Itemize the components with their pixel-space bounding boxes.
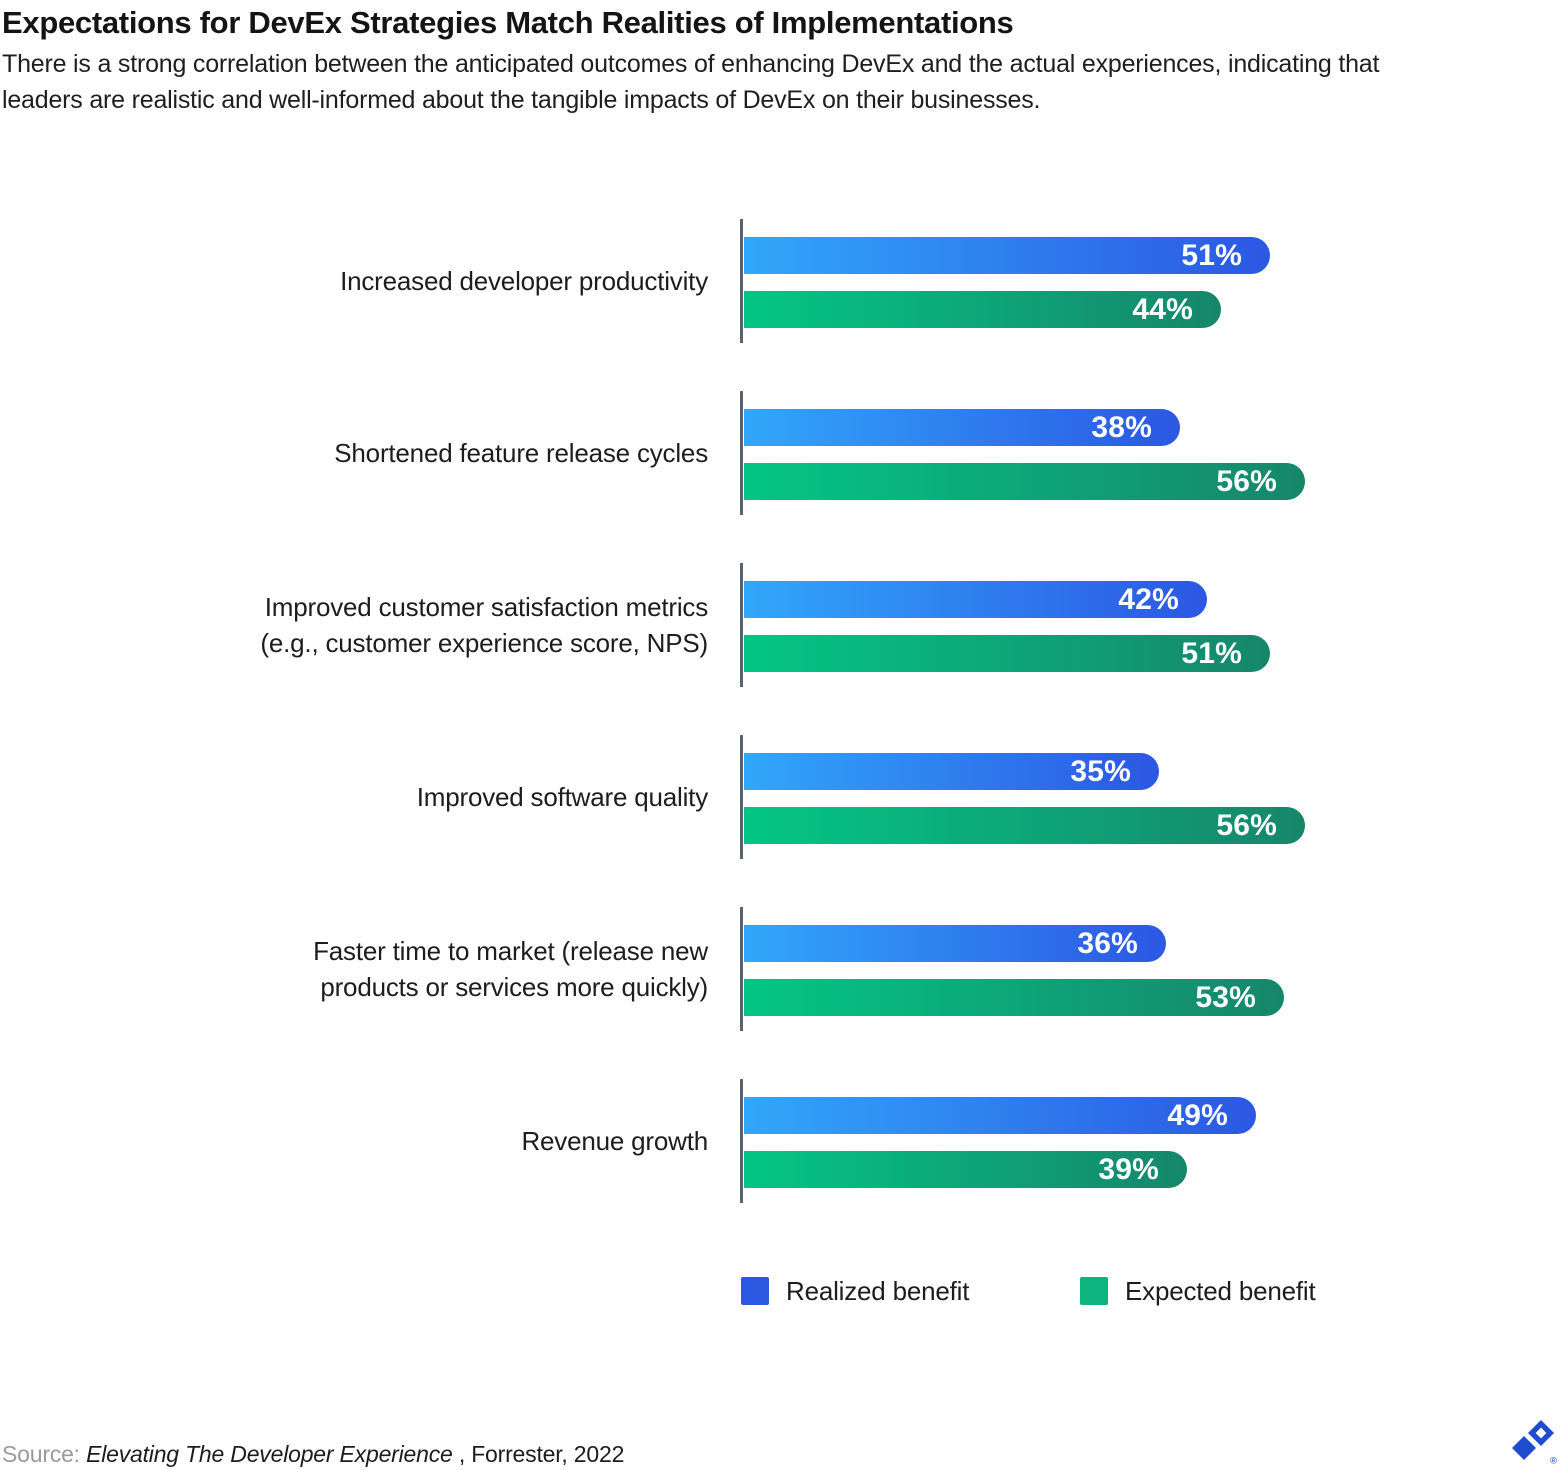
bar-value-label: 51%: [1181, 238, 1242, 272]
bar-group: Revenue growth 49% 39%: [0, 1055, 1560, 1227]
expected-bar: 56%: [744, 807, 1305, 844]
legend-label-expected: Expected benefit: [1125, 1275, 1316, 1306]
source-line: Source: Elevating The Developer Experien…: [2, 1441, 624, 1468]
realized-bar: 42%: [744, 581, 1207, 618]
page-title: Expectations for DevEx Strategies Match …: [2, 5, 1014, 40]
legend-label-realized: Realized benefit: [786, 1275, 970, 1306]
axis-tick-line: [740, 219, 743, 343]
legend-swatch-expected: [1080, 1277, 1108, 1305]
realized-bar: 38%: [744, 409, 1180, 446]
bar-value-label: 44%: [1132, 292, 1193, 326]
bar-group: Increased developer productivity 51% 44%: [0, 195, 1560, 367]
category-label: Revenue growth: [0, 1055, 708, 1227]
legend-item-realized: Realized benefit: [741, 1275, 970, 1306]
bar-value-label: 51%: [1181, 636, 1242, 670]
category-label-line: Revenue growth: [521, 1126, 708, 1156]
axis-tick-line: [740, 907, 743, 1031]
legend-swatch-realized: [741, 1277, 769, 1305]
category-label: Improved software quality: [0, 711, 708, 883]
axis-tick-line: [740, 391, 743, 515]
toptal-mark: [1512, 1420, 1554, 1460]
chart-legend: Realized benefit Expected benefit: [0, 1275, 1560, 1306]
category-label: Increased developer productivity: [0, 195, 708, 367]
category-label-line: Improved software quality: [416, 782, 708, 812]
bar-value-label: 49%: [1167, 1098, 1228, 1132]
bar-value-label: 56%: [1216, 808, 1277, 842]
legend-item-expected: Expected benefit: [1080, 1275, 1316, 1306]
category-label-line: Improved customer satisfaction metrics: [264, 592, 708, 622]
category-label: Shortened feature release cycles: [0, 367, 708, 539]
subtitle-line-2: leaders are realistic and well-informed …: [2, 86, 1041, 114]
axis-tick-line: [740, 563, 743, 687]
category-label-line: products or services more quickly): [320, 972, 708, 1002]
axis-tick-line: [740, 735, 743, 859]
bar-group: Shortened feature release cycles 38% 56%: [0, 367, 1560, 539]
bar-value-label: 35%: [1070, 754, 1131, 788]
bar-group: Improved customer satisfaction metrics (e…: [0, 539, 1560, 711]
bar-value-label: 39%: [1098, 1152, 1159, 1186]
expected-bar: 44%: [744, 291, 1221, 328]
bar-group: Improved software quality 35% 56%: [0, 711, 1560, 883]
bar-value-label: 42%: [1118, 582, 1179, 616]
expected-bar: 39%: [744, 1151, 1187, 1188]
bar-value-label: 53%: [1195, 980, 1256, 1014]
expected-bar: 51%: [744, 635, 1270, 672]
grouped-bar-chart: Increased developer productivity 51% 44% Sh…: [0, 195, 1560, 1227]
source-suffix: , Forrester, 2022: [458, 1441, 625, 1467]
realized-bar: 51%: [744, 237, 1270, 274]
category-label: Improved customer satisfaction metrics (e…: [0, 539, 708, 711]
realized-bar: 35%: [744, 753, 1159, 790]
subtitle-line-1: There is a strong correlation between th…: [2, 50, 1380, 78]
bar-group: Faster time to market (release new produc…: [0, 883, 1560, 1055]
bar-value-label: 36%: [1077, 926, 1138, 960]
registered-mark: ®: [1550, 1456, 1557, 1465]
bar-value-label: 56%: [1216, 464, 1277, 498]
axis-tick-line: [740, 1079, 743, 1203]
page-subtitle: There is a strong correlation between th…: [2, 46, 1379, 118]
category-label: Faster time to market (release new produc…: [0, 883, 708, 1055]
realized-bar: 36%: [744, 925, 1166, 962]
realized-bar: 49%: [744, 1097, 1256, 1134]
category-label-line: Increased developer productivity: [340, 266, 708, 296]
toptal-logo-icon: ®: [1512, 1420, 1557, 1465]
category-label-line: Faster time to market (release new: [313, 936, 708, 966]
source-title: Elevating The Developer Experience: [86, 1441, 453, 1467]
bar-value-label: 38%: [1091, 410, 1152, 444]
expected-bar: 53%: [744, 979, 1284, 1016]
category-label-line: (e.g., customer experience score, NPS): [260, 628, 708, 658]
category-label-line: Shortened feature release cycles: [334, 438, 708, 468]
expected-bar: 56%: [744, 463, 1305, 500]
source-label: Source:: [2, 1441, 80, 1467]
